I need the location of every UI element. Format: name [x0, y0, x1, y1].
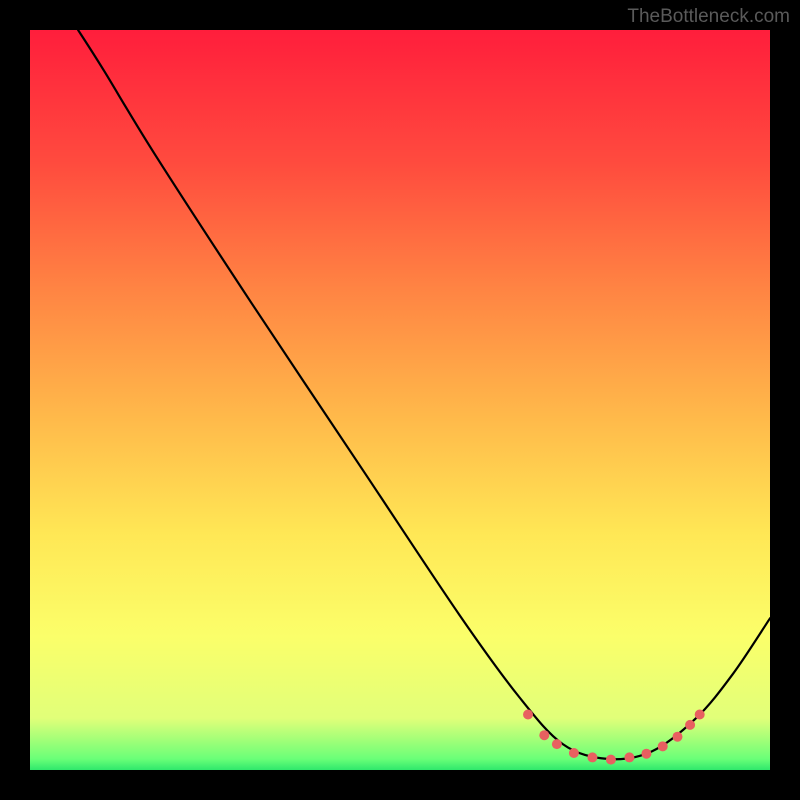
- marker-dot: [523, 710, 533, 720]
- curve-markers: [523, 710, 705, 765]
- chart-curve-layer: [30, 30, 770, 770]
- marker-dot: [624, 752, 634, 762]
- marker-dot: [606, 755, 616, 765]
- marker-dot: [539, 730, 549, 740]
- marker-dot: [569, 748, 579, 758]
- marker-dot: [587, 752, 597, 762]
- marker-dot: [673, 732, 683, 742]
- marker-dot: [685, 720, 695, 730]
- bottleneck-curve: [78, 30, 770, 759]
- marker-dot: [658, 741, 668, 751]
- marker-dot: [552, 739, 562, 749]
- marker-dot: [641, 749, 651, 759]
- watermark-text: TheBottleneck.com: [627, 6, 790, 28]
- marker-dot: [695, 710, 705, 720]
- chart-container: [30, 30, 770, 770]
